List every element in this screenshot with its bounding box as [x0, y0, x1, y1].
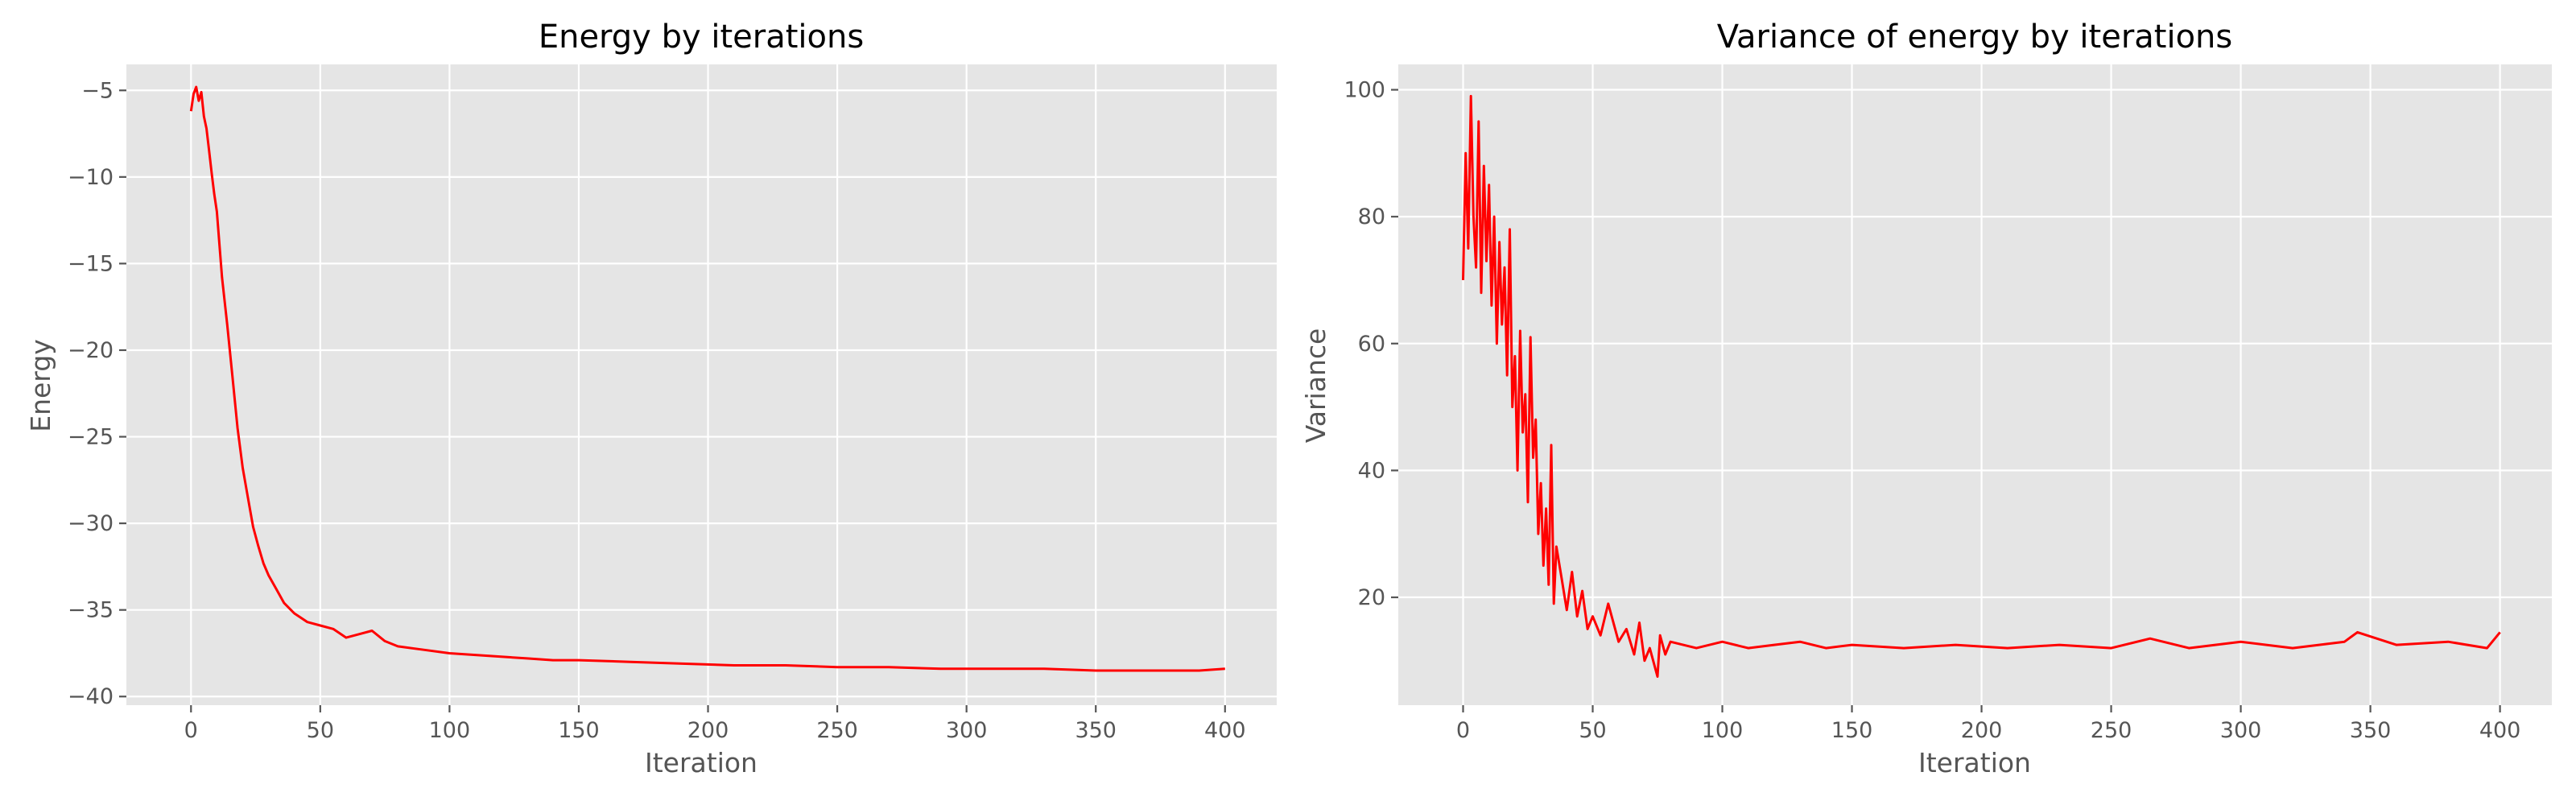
chart-title: Energy by iterations	[539, 19, 864, 56]
y-tick-label: 40	[1358, 458, 1385, 483]
x-tick-label: 50	[307, 718, 334, 743]
y-tick-label: 20	[1358, 585, 1385, 610]
series-line	[189, 85, 1225, 672]
y-tick-label: 100	[1344, 78, 1385, 103]
x-tick-label: 350	[2350, 718, 2392, 743]
x-tick-label: 350	[1075, 718, 1117, 743]
chart-energy: Energy by iterations Iteration Energy 0 5…	[25, 19, 1277, 778]
x-tick-label: 0	[184, 718, 198, 743]
y-tick-label: −35	[68, 598, 114, 623]
x-axis-label: Iteration	[1918, 747, 2031, 778]
y-tick-label: 60	[1358, 332, 1385, 357]
x-tick-label: 150	[558, 718, 600, 743]
x-tick-label: 400	[2479, 718, 2521, 743]
x-tick-label: 200	[687, 718, 729, 743]
x-axis-label: Iteration	[645, 747, 758, 778]
y-tick-label: −30	[68, 511, 114, 536]
chart-variance: Variance of energy by iterations Iterati…	[1300, 19, 2552, 778]
y-tick-label: −20	[68, 338, 114, 363]
y-tick-label: −10	[68, 165, 114, 190]
x-tick-label: 150	[1831, 718, 1873, 743]
x-tick-label: 200	[1961, 718, 2003, 743]
x-tick-label: 300	[2220, 718, 2262, 743]
x-tick-label: 250	[2091, 718, 2132, 743]
y-tick-label: −40	[68, 684, 114, 709]
x-tick-label: 0	[1456, 718, 1470, 743]
series-line	[1462, 94, 2501, 678]
x-tick-label: 50	[1579, 718, 1606, 743]
y-tick-label: −25	[68, 425, 114, 450]
y-tick-label: −5	[81, 78, 114, 103]
x-tick-label: 400	[1204, 718, 1246, 743]
y-axis-label: Variance	[1300, 328, 1331, 444]
chart-title: Variance of energy by iterations	[1717, 19, 2232, 56]
x-tick-label: 100	[429, 718, 471, 743]
y-tick-label: 80	[1358, 204, 1385, 229]
y-tick-label: −15	[68, 251, 114, 276]
plot-area	[126, 64, 1277, 705]
x-tick-label: 100	[1702, 718, 1744, 743]
plot-area	[1398, 64, 2552, 705]
y-axis-label: Energy	[25, 339, 56, 432]
x-tick-label: 300	[946, 718, 988, 743]
x-tick-label: 250	[816, 718, 858, 743]
